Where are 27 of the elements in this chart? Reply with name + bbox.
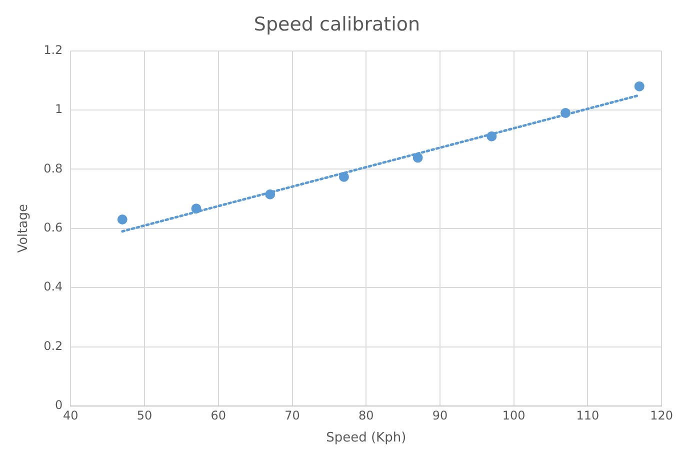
y-tick-label: 1 [55,102,63,116]
x-axis-title: Speed (Kph) [326,430,406,446]
point [338,172,349,182]
y-tick-label: 0.2 [44,338,63,353]
y-axis-title: Voltage [16,204,32,253]
point [117,214,128,225]
x-tick-label: 60 [210,408,226,422]
x-tick-label: 120 [650,408,673,422]
y-tick-label: 0.4 [44,280,63,294]
point [634,81,644,92]
x-tick-label: 110 [576,408,600,422]
point [560,108,571,118]
point [191,204,202,214]
y-tick-label: 1.2 [44,42,63,57]
x-tick-label: 70 [284,408,300,422]
y-tick-label: 0.6 [44,220,63,235]
x-tick-label: 100 [502,408,526,422]
y-tick-label: 0.8 [44,161,63,176]
point [412,152,423,163]
x-tick-label: 80 [358,408,374,422]
x-tick-label: 90 [432,408,448,422]
chart-title: Speed calibration [254,13,420,36]
x-tick-label: 40 [63,408,78,422]
x-tick-label: 50 [136,408,152,422]
y-tick-label: 0 [55,398,63,412]
point [265,189,276,200]
point [486,131,497,142]
